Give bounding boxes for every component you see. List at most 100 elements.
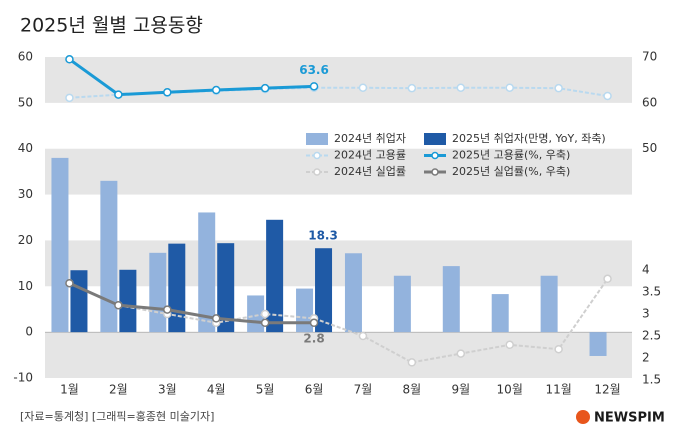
line-marker	[114, 300, 123, 310]
plot-area: -10 0 10 20 30 40 50 60 50 60 70 1.5 2 2.5 3 3.5 4 1월 2월 3월…	[13, 50, 661, 397]
y-tick-label: 40	[18, 141, 33, 155]
x-tick-label: 11월	[545, 383, 571, 397]
x-tick-label: 6월	[305, 383, 324, 397]
y2-tick-label: 60	[642, 95, 657, 109]
y3-tick-label: 3	[642, 307, 650, 321]
x-tick-label: 8월	[403, 383, 422, 397]
line-marker	[260, 318, 270, 328]
y2-tick-label: 50	[642, 141, 657, 155]
legend-label: 2025년 실업률(%, 우축)	[452, 165, 570, 178]
line-marker	[456, 83, 466, 92]
y3-tick-label: 2	[642, 351, 650, 365]
x-tick-label: 12월	[594, 383, 620, 397]
line-series	[68, 281, 315, 325]
line-marker	[260, 83, 270, 93]
y3-tick-label: 4	[642, 263, 650, 277]
line-series	[69, 278, 609, 364]
bar	[296, 288, 314, 333]
x-tick-label: 2월	[109, 383, 128, 397]
legend-swatch	[313, 168, 321, 176]
bar	[589, 332, 607, 356]
y-tick-label: 30	[18, 187, 33, 201]
line-marker	[211, 85, 221, 95]
y-tick-label: -10	[13, 371, 33, 385]
chart-title: 2025년 월별 고용동향	[20, 15, 203, 37]
bar	[198, 212, 216, 333]
x-tick-label: 10월	[497, 383, 523, 397]
line-marker	[407, 83, 417, 93]
bar	[217, 243, 235, 333]
y-tick-label: 0	[25, 325, 33, 339]
line-marker	[309, 318, 319, 328]
y3-tick-label: 3.5	[642, 285, 661, 299]
y2-tick-label: 70	[642, 50, 657, 64]
line-marker	[407, 358, 417, 367]
y-tick-label: 50	[18, 95, 33, 109]
line-marker	[554, 83, 563, 93]
y-tick-label: 60	[18, 50, 33, 64]
grid-band	[45, 57, 632, 103]
logo-icon	[576, 410, 590, 424]
line-marker	[554, 344, 563, 354]
grid-band	[45, 148, 632, 195]
bar	[540, 275, 558, 333]
bar	[266, 219, 284, 333]
y-tick-label: 10	[18, 279, 33, 293]
y3-tick-label: 2.5	[642, 329, 661, 343]
legend-swatch	[306, 133, 328, 145]
line-marker	[309, 82, 319, 91]
line-marker	[505, 340, 514, 350]
data-label: 63.6	[299, 63, 329, 77]
legend-label: 2025년 취업자(만명, YoY, 좌축)	[452, 132, 606, 145]
bar	[315, 248, 333, 333]
line-marker	[211, 314, 221, 323]
line-series	[68, 58, 315, 97]
x-tick-label: 9월	[451, 383, 470, 397]
legend-label: 2024년 취업자	[334, 132, 406, 145]
source-note: [자료=통계청] [그래픽=홍종현 미술기자]	[20, 409, 214, 423]
line-marker	[65, 93, 74, 103]
x-tick-label: 5월	[256, 383, 275, 397]
line-marker	[260, 309, 270, 319]
bar	[149, 252, 167, 333]
logo: NEWSPIM	[594, 411, 665, 426]
data-label: 2.8	[303, 331, 324, 345]
bar	[70, 270, 88, 333]
line-marker	[603, 274, 612, 284]
legend-swatch	[431, 168, 439, 176]
line-marker	[358, 83, 368, 92]
x-tick-label: 4월	[207, 383, 226, 397]
line-marker	[65, 55, 74, 64]
bar	[51, 157, 69, 333]
line-marker	[456, 349, 466, 358]
line-marker	[603, 91, 612, 101]
line-marker	[358, 331, 368, 341]
x-tick-label: 3월	[158, 383, 177, 397]
bar	[119, 269, 137, 333]
x-tick-label: 1월	[60, 383, 79, 397]
grid-band	[45, 240, 632, 287]
legend-swatch	[424, 133, 446, 145]
legend-label: 2025년 고용률(%, 우축)	[452, 149, 570, 162]
line-marker	[114, 90, 123, 99]
x-tick-label: 7월	[354, 383, 373, 397]
y3-tick-label: 1.5	[642, 373, 661, 387]
bar	[100, 180, 118, 333]
bar	[344, 253, 362, 333]
legend-label: 2024년 실업률	[334, 165, 406, 178]
bar	[168, 243, 186, 333]
bar	[491, 294, 509, 333]
line-marker	[163, 88, 172, 97]
data-label: 18.3	[308, 229, 338, 243]
y-tick-label: 20	[18, 233, 33, 247]
grid-band	[45, 332, 632, 378]
legend-swatch	[313, 151, 321, 160]
bar	[442, 266, 460, 333]
legend-swatch	[431, 151, 439, 160]
line-marker	[163, 305, 172, 314]
bar	[393, 275, 411, 333]
line-marker	[505, 83, 514, 92]
legend-label: 2024년 고용률	[334, 149, 406, 162]
line-marker	[65, 278, 74, 288]
